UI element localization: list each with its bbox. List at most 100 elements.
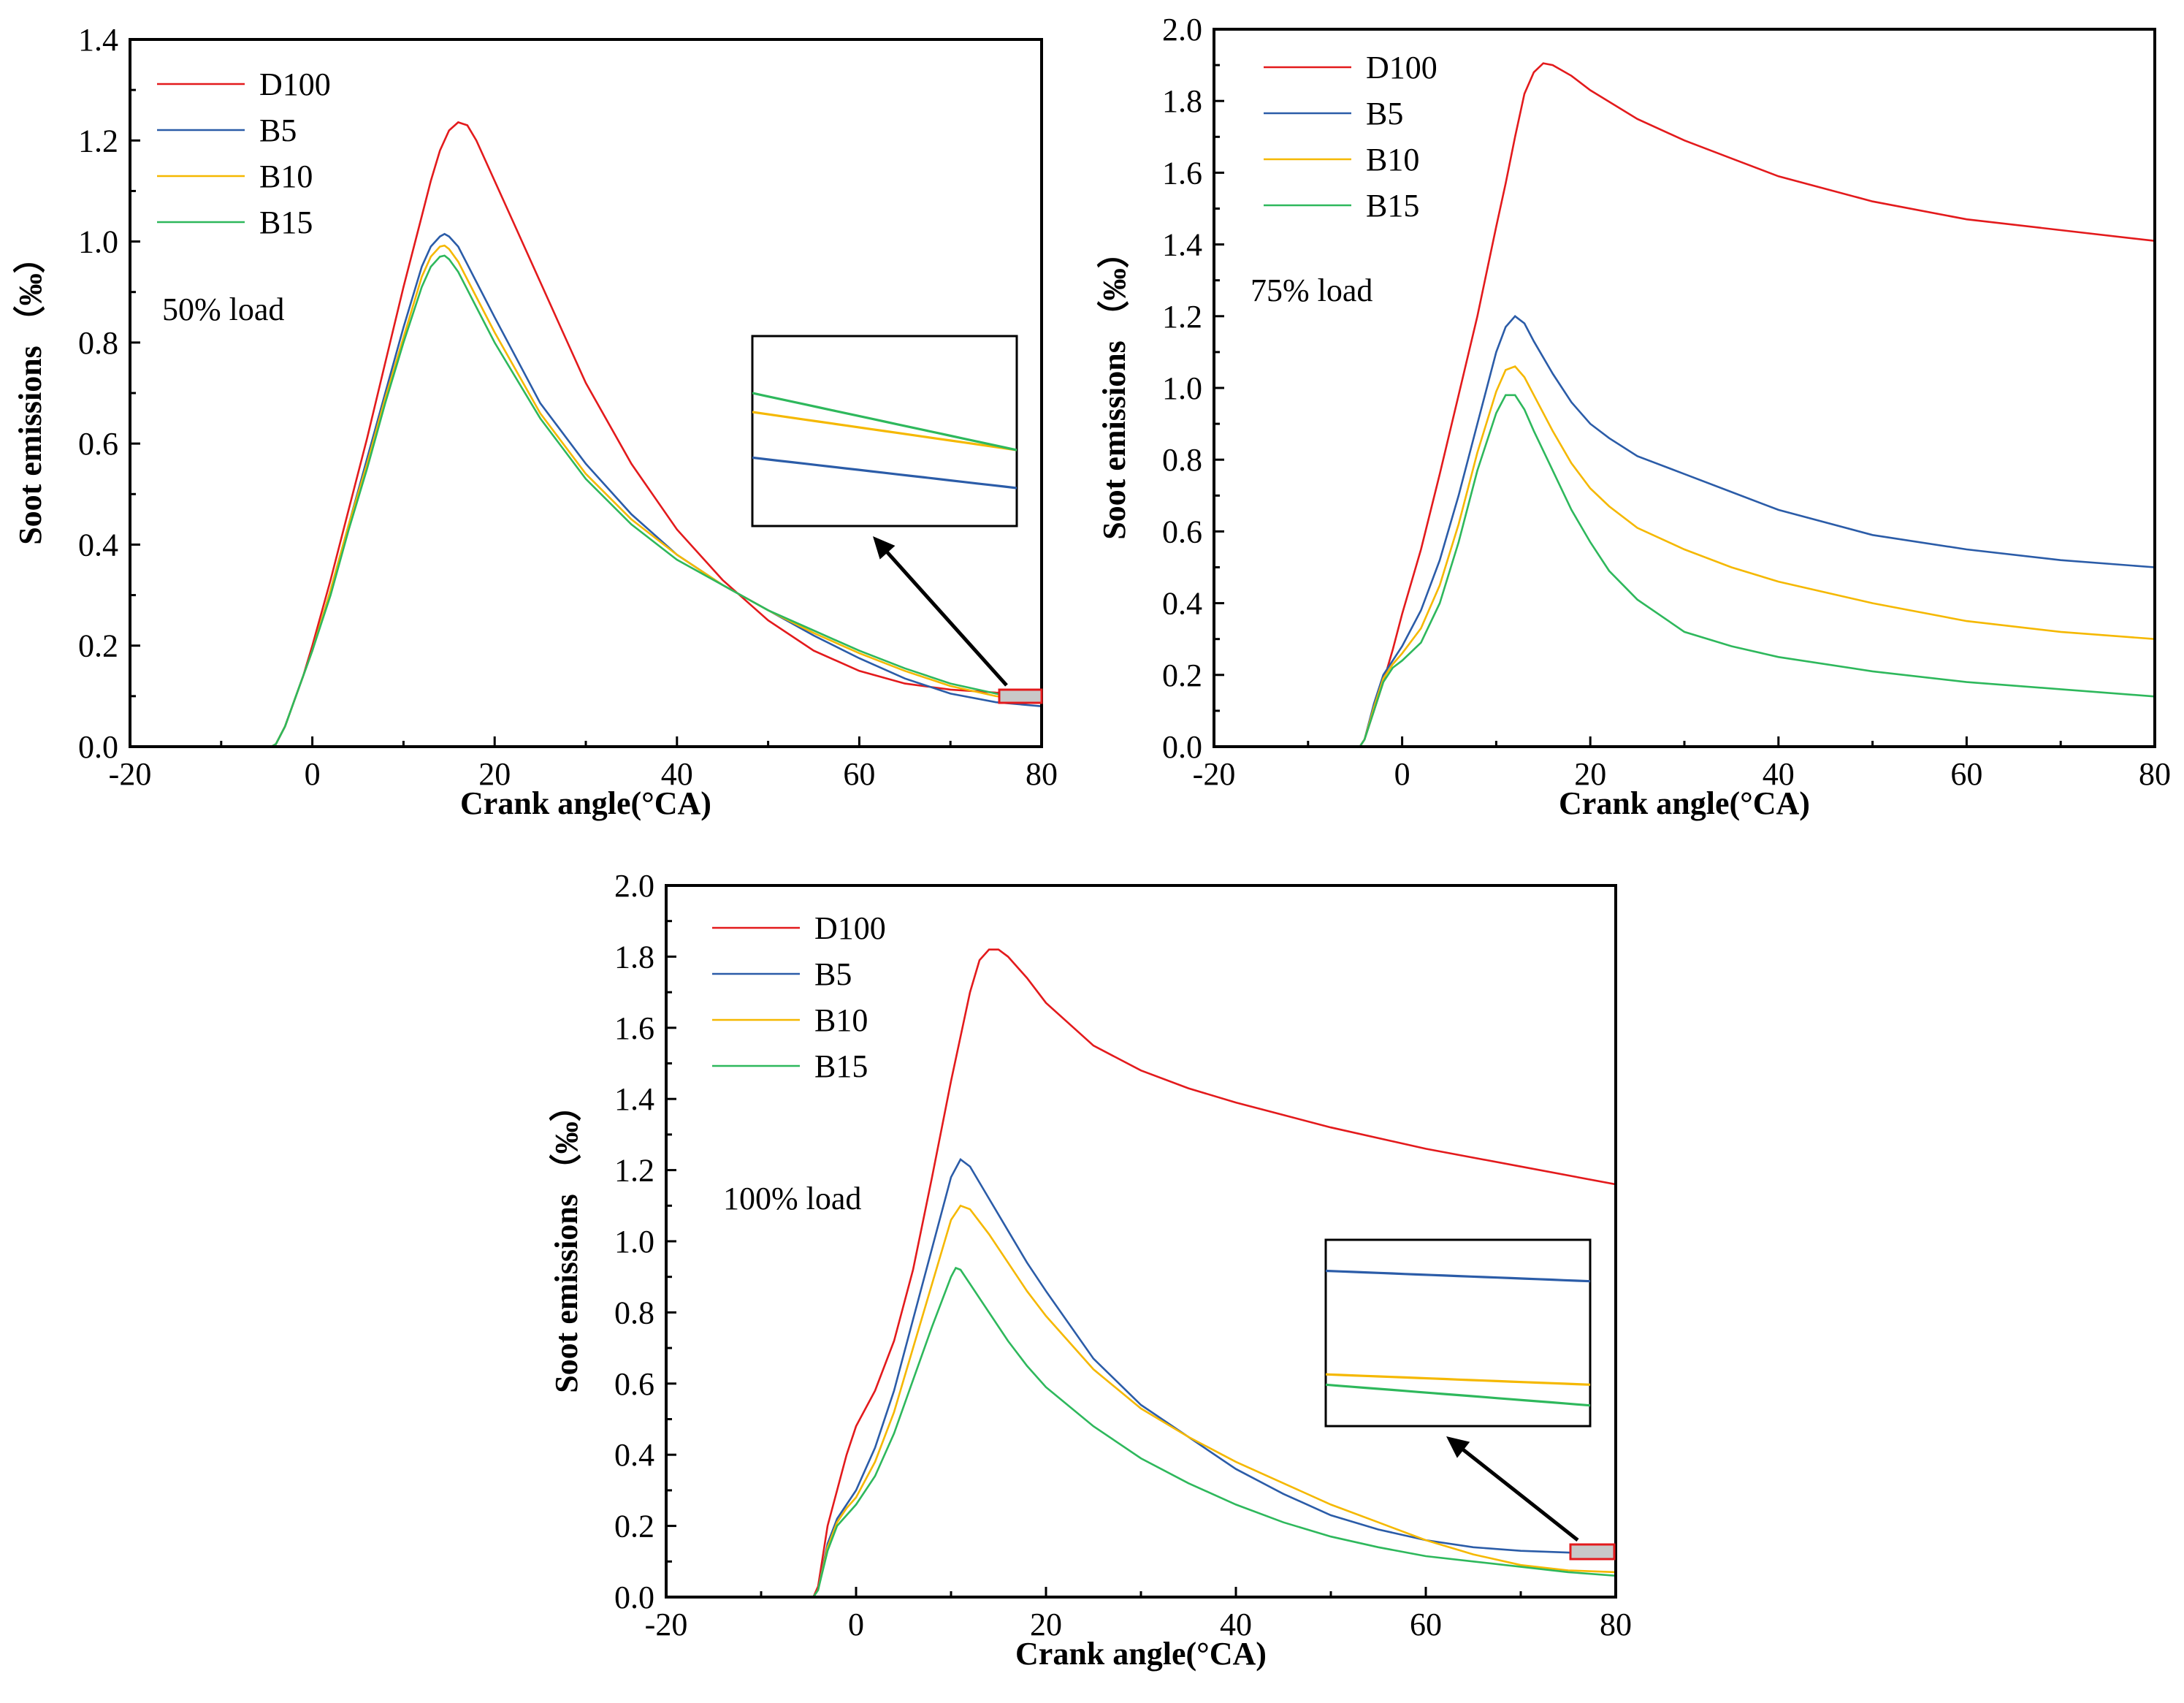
y-tick-label: 1.0 (78, 224, 118, 260)
legend-label-b5: B5 (814, 956, 852, 992)
x-axis-title: Crank angle(°CA) (1015, 1636, 1267, 1672)
zoom-arrow (881, 546, 1008, 687)
x-tick-label: 20 (1030, 1607, 1062, 1642)
x-tick-label: 20 (1574, 756, 1606, 792)
series-line-d100 (666, 948, 1616, 1597)
series-line-b10 (666, 1204, 1616, 1597)
inset-line-b10 (752, 411, 1017, 452)
x-axis-title: Crank angle(°CA) (460, 785, 711, 821)
zoom-arrow-head (1446, 1436, 1470, 1458)
y-axis-title: Soot emissions （‰） (1096, 236, 1132, 540)
x-tick-label: 80 (1026, 756, 1058, 792)
inset-series-group (752, 392, 1017, 489)
x-tick-label: 60 (843, 756, 875, 792)
y-tick-label: 1.8 (614, 939, 654, 975)
load-annotation: 100% load (723, 1181, 861, 1216)
x-tick-label: -20 (645, 1607, 688, 1642)
y-tick-label: 0.4 (78, 527, 118, 563)
y-tick-label: 1.0 (614, 1224, 654, 1260)
legend-label-b5: B5 (259, 113, 297, 148)
zoom-arrow (1456, 1444, 1579, 1542)
x-tick-label: -20 (109, 756, 152, 792)
y-tick-label: 2.0 (614, 868, 654, 904)
y-tick-label: 0.6 (78, 426, 118, 462)
series-line-b15 (1214, 394, 2155, 747)
x-tick-label: 40 (661, 756, 693, 792)
legend-label-b10: B10 (259, 159, 313, 194)
y-tick-label: 1.4 (614, 1081, 654, 1117)
y-tick-label: 1.4 (78, 22, 118, 58)
x-tick-label: 0 (1394, 756, 1410, 792)
inset-line-b5 (752, 456, 1017, 489)
y-tick-label: 0.4 (1162, 586, 1202, 622)
legend-label-d100: D100 (1366, 50, 1437, 85)
inset-line-b15 (752, 392, 1017, 452)
y-tick-label: 0.8 (78, 325, 118, 361)
zoom-arrow-head (873, 536, 896, 560)
series-line-b15 (666, 1266, 1616, 1597)
x-tick-label: 40 (1763, 756, 1795, 792)
y-tick-label: 1.2 (78, 123, 118, 159)
inset-frame (1324, 1238, 1592, 1428)
x-tick-label: 60 (1410, 1607, 1442, 1642)
y-tick-label: 0.8 (1162, 442, 1202, 478)
y-tick-label: 1.6 (1162, 155, 1202, 191)
legend-label-b15: B15 (814, 1048, 868, 1084)
y-tick-label: 0.4 (614, 1437, 654, 1473)
y-tick-label: 0.2 (1162, 658, 1202, 693)
x-tick-label: -20 (1193, 756, 1236, 792)
series-group (1214, 62, 2155, 747)
x-axis-title: Crank angle(°CA) (1559, 785, 1810, 821)
x-tick-label: 60 (1950, 756, 1982, 792)
y-tick-label: 0.6 (614, 1366, 654, 1402)
x-tick-label: 80 (2139, 756, 2171, 792)
plot-frame (1213, 28, 2156, 748)
series-line-b5 (1214, 315, 2155, 747)
inset-line-b15 (1326, 1383, 1590, 1407)
zoom-region-marker (1569, 1543, 1616, 1561)
inset-line-b10 (1326, 1373, 1590, 1386)
chart-panel-1: -20 0 20 40 60 80 0.0 0.2 0.4 0.6 0.8 1.0 1.2 1.4 Cran… (12, 22, 1058, 821)
x-tick-label: 0 (848, 1607, 864, 1642)
y-tick-label: 0.0 (614, 1580, 654, 1615)
y-tick-label: 0.8 (614, 1295, 654, 1330)
inset-series-group (1326, 1269, 1590, 1407)
y-axis-title: Soot emissions （‰） (12, 241, 48, 545)
y-axis-title: Soot emissions （‰） (549, 1089, 584, 1393)
series-group (666, 948, 1616, 1597)
zoom-region-marker (998, 688, 1043, 704)
y-tick-label: 2.0 (1162, 12, 1202, 47)
y-tick-label: 1.2 (614, 1153, 654, 1189)
y-tick-label: 1.2 (1162, 299, 1202, 335)
legend-label-b10: B10 (1366, 142, 1419, 178)
load-annotation: 75% load (1251, 273, 1372, 308)
series-line-b15 (130, 254, 1042, 747)
y-tick-label: 1.6 (614, 1010, 654, 1046)
legend-label-b5: B5 (1366, 96, 1403, 132)
series-line-b10 (1214, 365, 2155, 747)
y-tick-label: 1.8 (1162, 83, 1202, 119)
legend-label-b15: B15 (259, 205, 313, 240)
series-group (130, 121, 1042, 747)
x-tick-label: 80 (1600, 1607, 1632, 1642)
y-tick-label: 0.2 (614, 1509, 654, 1544)
legend-label-d100: D100 (259, 66, 331, 102)
x-tick-label: 40 (1220, 1607, 1252, 1642)
x-tick-label: 20 (478, 756, 511, 792)
chart-panel-3: -20 0 20 40 60 80 0.0 0.2 0.4 0.6 0.8 1.0 1.2 1.4 1.6 1… (549, 868, 1632, 1672)
y-tick-label: 0.0 (1162, 729, 1202, 765)
legend-label-b10: B10 (814, 1002, 868, 1038)
load-annotation: 50% load (162, 292, 284, 327)
inset-line-b5 (1326, 1269, 1590, 1283)
legend-label-b15: B15 (1366, 188, 1419, 224)
y-tick-label: 0.6 (1162, 514, 1202, 549)
chart-panel-2: -20 0 20 40 60 80 0.0 0.2 0.4 0.6 0.8 1.0 1.2 1.4 1.6 1… (1096, 12, 2171, 821)
y-tick-label: 0.0 (78, 729, 118, 765)
x-tick-label: 0 (305, 756, 321, 792)
series-line-d100 (1214, 62, 2155, 747)
y-tick-label: 0.2 (78, 628, 118, 664)
series-line-b5 (666, 1158, 1616, 1597)
legend-label-d100: D100 (814, 910, 886, 946)
y-tick-label: 1.0 (1162, 370, 1202, 406)
